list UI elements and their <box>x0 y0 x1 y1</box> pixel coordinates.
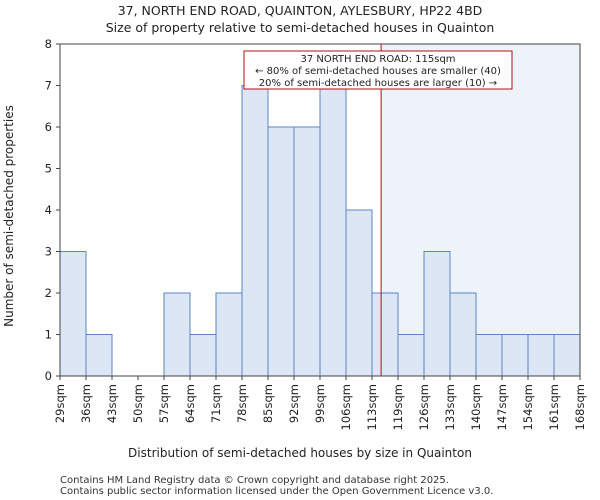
x-tick-label: 113sqm <box>365 384 379 430</box>
bar-64sqm <box>189 334 217 377</box>
y-tick-label: 6 <box>45 120 52 134</box>
annotation-line1: 37 NORTH END ROAD: 115sqm <box>300 54 455 65</box>
x-tick-label: 36sqm <box>79 384 93 423</box>
y-tick-label: 3 <box>45 245 52 259</box>
x-tick-label: 57sqm <box>157 384 171 423</box>
annotation-line2: ← 80% of semi-detached houses are smalle… <box>255 66 501 77</box>
highlight-region <box>381 44 580 376</box>
bar-126sqm <box>423 251 451 377</box>
x-tick-label: 119sqm <box>391 384 405 430</box>
y-axis-ticks: 0 1 2 3 4 5 6 7 8 <box>45 37 60 383</box>
y-tick-label: 8 <box>45 37 52 51</box>
footer-line1: Contains HM Land Registry data © Crown c… <box>60 475 449 486</box>
x-tick-label: 133sqm <box>443 384 457 430</box>
bar-29sqm <box>59 251 87 377</box>
x-tick-label: 92sqm <box>287 384 301 423</box>
bar-85sqm <box>267 126 295 377</box>
annotation-box <box>243 50 513 90</box>
x-tick-label: 161sqm <box>547 384 561 430</box>
y-tick-label: 5 <box>45 162 52 176</box>
bar-99sqm <box>319 85 347 377</box>
x-axis-ticks: 29sqm 36sqm 43sqm 50sqm 57sqm 64sqm 71sqm 78sqm… <box>53 376 587 430</box>
x-tick-label: 78sqm <box>235 384 249 423</box>
x-tick-label: 43sqm <box>105 384 119 423</box>
x-tick-label: 126sqm <box>417 384 431 430</box>
chart-title-line1: 37, NORTH END ROAD, QUAINTON, AYLESBURY,… <box>118 3 483 18</box>
x-tick-label: 99sqm <box>313 384 327 423</box>
bar-36sqm <box>85 334 113 377</box>
y-tick-label: 1 <box>45 328 52 342</box>
x-tick-label: 64sqm <box>183 384 197 423</box>
y-tick-label: 7 <box>45 79 52 93</box>
y-axis-label: Number of semi-detached properties <box>2 105 16 327</box>
x-tick-label: 106sqm <box>339 384 353 430</box>
bar-133sqm <box>449 292 477 377</box>
bar-119sqm <box>397 334 425 377</box>
bar-92sqm <box>293 126 321 377</box>
bar-106sqm <box>345 209 373 377</box>
footer-line2: Contains public sector information licen… <box>60 486 493 497</box>
y-tick-label: 0 <box>45 369 52 383</box>
x-tick-label: 147sqm <box>495 384 509 430</box>
bar-147sqm <box>501 334 529 377</box>
bar-161sqm <box>553 334 581 377</box>
bar-113sqm <box>371 292 399 377</box>
bar-57sqm <box>163 292 191 377</box>
y-tick-label: 2 <box>45 286 52 300</box>
x-tick-label: 168sqm <box>573 384 587 430</box>
x-tick-label: 29sqm <box>53 384 67 423</box>
annotation-line3: 20% of semi-detached houses are larger (… <box>259 78 497 89</box>
bars-group <box>59 85 581 377</box>
bar-154sqm <box>527 334 555 377</box>
chart-title-line2: Size of property relative to semi-detach… <box>106 20 495 35</box>
bar-71sqm <box>215 292 243 377</box>
x-tick-label: 154sqm <box>521 384 535 430</box>
x-tick-label: 140sqm <box>469 384 483 430</box>
bar-78sqm <box>241 85 269 377</box>
bar-140sqm <box>475 334 503 377</box>
x-tick-label: 85sqm <box>261 384 275 423</box>
y-tick-label: 4 <box>45 203 52 217</box>
x-axis-label: Distribution of semi-detached houses by … <box>128 446 472 460</box>
x-tick-label: 71sqm <box>209 384 223 423</box>
x-tick-label: 50sqm <box>131 384 145 423</box>
